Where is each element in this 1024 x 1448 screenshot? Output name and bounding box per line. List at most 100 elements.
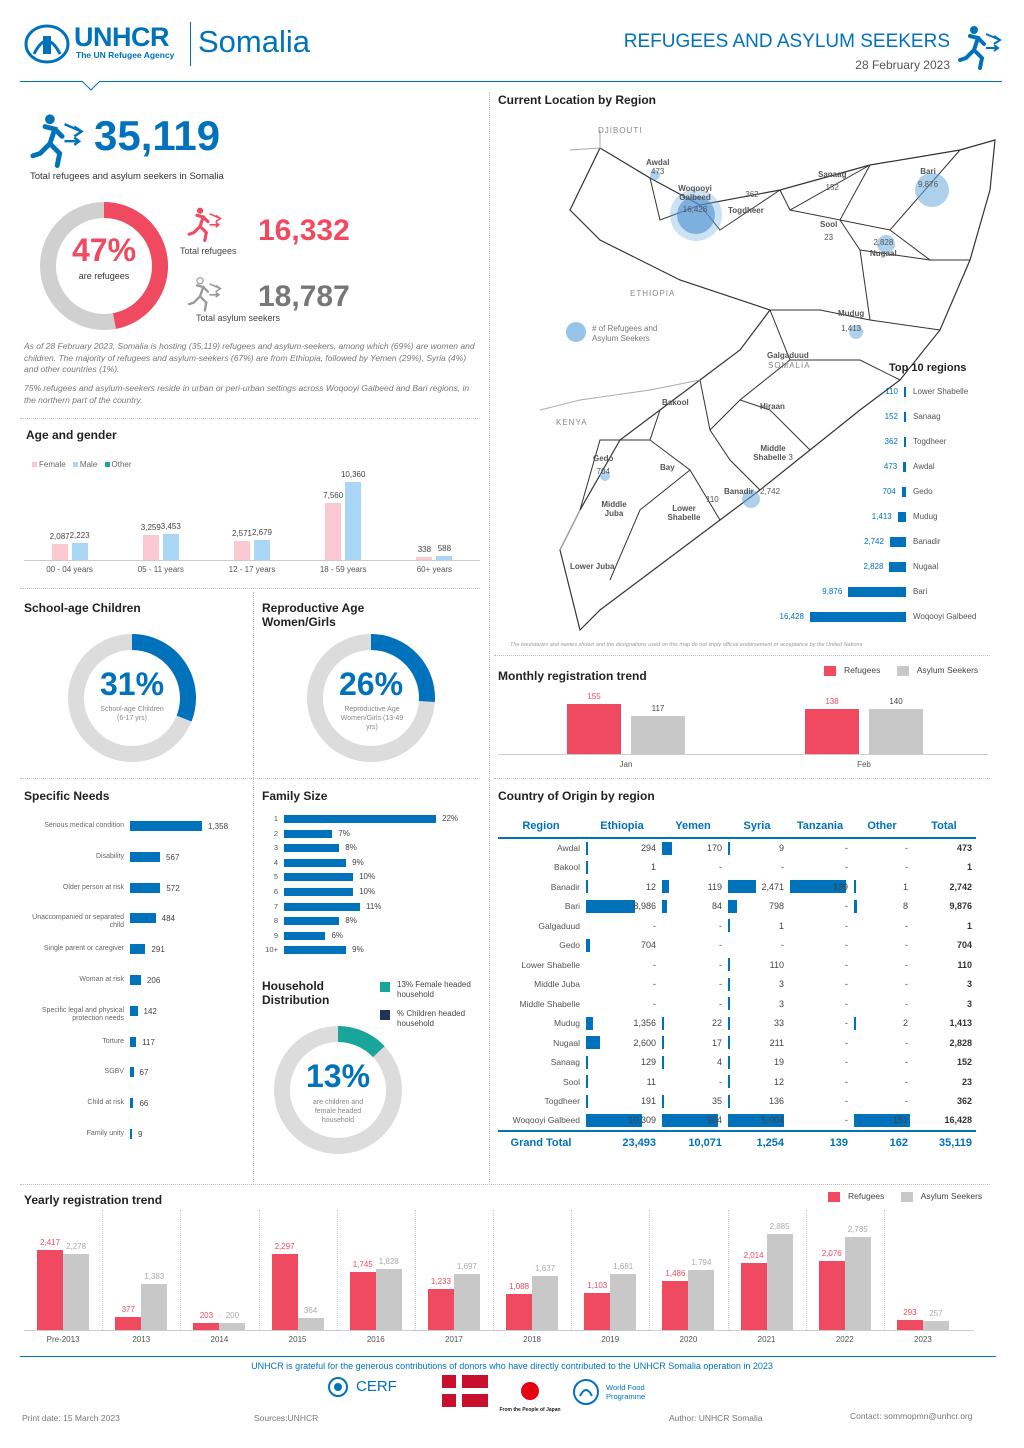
yearly-label: 2013 xyxy=(132,1335,151,1344)
coo-cell: - xyxy=(905,940,908,951)
legend-refugees-swatch xyxy=(824,665,836,676)
coo-grand-total-cell: 10,071 xyxy=(660,1129,726,1155)
coo-cell: 1 xyxy=(584,858,660,878)
coo-databar xyxy=(662,1036,664,1049)
map-label-bay: Bay xyxy=(660,463,675,472)
yearly-value-asylum: 1,828 xyxy=(378,1257,399,1267)
coo-cell: - xyxy=(845,979,848,990)
coo-cell: 110 xyxy=(726,955,788,975)
top10-region: Banadir xyxy=(913,537,941,546)
coo-cell: - xyxy=(905,920,908,931)
needs-value: 572 xyxy=(166,883,180,893)
coo-cell: - xyxy=(905,998,908,1009)
age-gender-legend: Female Male Other xyxy=(32,460,132,469)
coo-grand-total-row: Grand Total 23,493 10,071 1,254 139 162 35,119 xyxy=(498,1129,976,1155)
coo-cell: - xyxy=(905,959,908,970)
yearly-label: 2015 xyxy=(288,1335,307,1344)
family-size-bar xyxy=(284,917,340,926)
map-label-middle-juba: Middle Juba xyxy=(601,500,627,518)
yearly-separator xyxy=(336,1210,338,1330)
summary-paragraph: As of 28 February 2023, Somalia is hosti… xyxy=(24,341,475,374)
yearly-bar-refugees xyxy=(896,1320,923,1330)
country-label-kenya: KENYA xyxy=(556,418,588,427)
coo-databar xyxy=(728,1055,730,1069)
needs-value: 9 xyxy=(138,1130,143,1139)
map-label-mudug: Mudug 1,413 xyxy=(838,309,865,333)
reproductive-age-arc xyxy=(370,634,435,703)
female-headed-swatch xyxy=(380,982,390,992)
coo-region-name: Bari xyxy=(564,901,580,912)
family-size-value: 10% xyxy=(359,872,376,882)
household-label: are children and female headed household xyxy=(312,1099,364,1124)
coo-databar xyxy=(586,1016,594,1030)
coo-databar xyxy=(728,1114,784,1127)
top10-bar xyxy=(897,512,906,522)
coo-region-name: Middle Shabelle xyxy=(519,998,580,1009)
age-group-label: 60+ years xyxy=(416,565,453,574)
monthly-legend: Refugees Asylum Seekers xyxy=(824,665,978,676)
yearly-value-asylum: 364 xyxy=(303,1305,318,1315)
map-label-awdal: Awdal 473 xyxy=(646,158,670,176)
needs-label: Family unity xyxy=(86,1130,124,1137)
age-bar-value: 2,571 xyxy=(231,528,253,538)
author: Author: UNHCR Somalia xyxy=(669,1413,763,1423)
coo-cell: - xyxy=(905,1096,908,1107)
coo-cell: - xyxy=(905,1076,908,1087)
yearly-separator xyxy=(102,1210,104,1330)
needs-bar xyxy=(130,975,141,985)
map-title: Current Location by Region xyxy=(498,93,657,107)
coo-col-yemen: Yemen xyxy=(660,817,726,839)
coo-databar xyxy=(728,1075,730,1088)
family-size-label: 7 xyxy=(273,901,278,911)
asylum-seeker-icon xyxy=(187,276,222,312)
coo-row: Sanaag 129 4 19 - - 152 xyxy=(498,1053,976,1073)
country-name: Somalia xyxy=(198,24,310,59)
coo-databar xyxy=(790,880,846,893)
coo-row: Middle Juba - -3- -3 xyxy=(498,975,976,995)
coo-cell: - xyxy=(719,920,722,931)
top10-bar xyxy=(901,487,906,497)
family-size-value: 9% xyxy=(352,945,364,955)
age-group-label: 00 - 04 years xyxy=(46,565,93,574)
map-label-sool: Sool 23 xyxy=(820,220,838,242)
age-bar-female xyxy=(51,544,68,560)
top10-value: 704 xyxy=(882,487,896,496)
specific-needs-title: Specific Needs xyxy=(24,789,110,803)
coo-cell: - xyxy=(845,920,848,931)
map-disclaimer: The boundaries and names shown and the d… xyxy=(510,642,863,648)
coo-cell: - xyxy=(905,979,908,990)
coo-row: Lower Shabelle - -110- -110 xyxy=(498,955,976,975)
map-label-sanaag: Sanaag 152 xyxy=(818,170,847,192)
reproductive-age-title: Reproductive Age Women/Girls xyxy=(262,601,365,629)
yearly-bar-asylum xyxy=(63,1254,90,1330)
coo-table: Region Ethiopia Yemen Syria Tanzania Oth… xyxy=(498,817,976,1155)
needs-label: Older person at risk xyxy=(62,883,124,891)
family-size-bar xyxy=(284,902,360,911)
somalia-map xyxy=(540,130,996,632)
coo-databar xyxy=(586,1055,588,1069)
yearly-bar-refugees xyxy=(506,1293,533,1330)
coo-cell: 3 xyxy=(966,979,972,990)
map-label-lower-shabelle: 110 Lower Shabelle xyxy=(667,495,719,522)
coo-cell: 2,600 xyxy=(584,1033,660,1053)
refugee-icon xyxy=(187,207,222,242)
banadir-bubble xyxy=(742,490,760,508)
family-size-bar xyxy=(284,946,347,955)
age-group-label: 18 - 59 years xyxy=(319,565,367,574)
yearly-value-asylum: 1,637 xyxy=(535,1263,556,1273)
yearly-bar-refugees xyxy=(427,1288,454,1330)
header: UNHCR The UN Refugee Agency Somalia REFU… xyxy=(0,0,1024,92)
mudug-bubble xyxy=(849,325,863,339)
needs-bar xyxy=(130,1129,132,1139)
family-size-value: 11% xyxy=(366,901,382,911)
top10-value: 473 xyxy=(883,462,898,471)
top10-region: Gedo xyxy=(913,487,933,496)
coo-cell: - xyxy=(653,959,656,970)
coo-cell: - xyxy=(845,1037,848,1048)
org-tagline: The UN Refugee Agency xyxy=(76,50,175,60)
yearly-separator xyxy=(649,1210,651,1330)
coo-cell: 110 xyxy=(957,959,972,970)
map-legend-bubble xyxy=(566,322,586,342)
coo-cell: 4 xyxy=(660,1053,726,1073)
coo-cell: 12 xyxy=(726,1072,788,1092)
